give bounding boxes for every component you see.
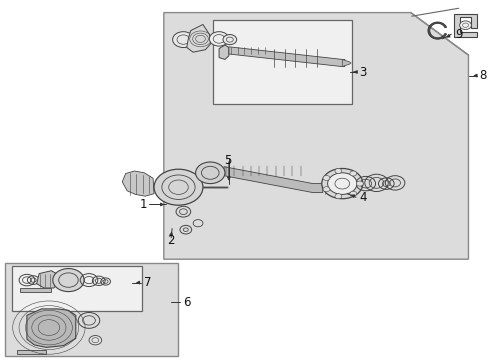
Text: 9: 9 xyxy=(454,28,461,41)
Polygon shape xyxy=(219,45,228,59)
Text: 7: 7 xyxy=(144,276,151,289)
Polygon shape xyxy=(37,271,59,288)
Bar xyxy=(5,263,178,356)
Circle shape xyxy=(334,194,341,199)
Circle shape xyxy=(459,21,470,30)
Bar xyxy=(17,350,46,354)
Circle shape xyxy=(349,171,356,176)
Circle shape xyxy=(154,169,203,205)
Text: 8: 8 xyxy=(478,69,486,82)
Circle shape xyxy=(327,173,356,194)
Text: 6: 6 xyxy=(183,296,190,309)
Polygon shape xyxy=(228,47,344,67)
Bar xyxy=(12,266,142,311)
Circle shape xyxy=(89,336,102,345)
Circle shape xyxy=(193,220,203,227)
Bar xyxy=(20,288,51,292)
Text: 2: 2 xyxy=(167,234,175,247)
Polygon shape xyxy=(427,22,446,39)
Polygon shape xyxy=(163,13,468,259)
Polygon shape xyxy=(186,24,211,52)
Circle shape xyxy=(321,168,362,199)
Circle shape xyxy=(323,175,329,180)
Circle shape xyxy=(323,187,329,192)
Circle shape xyxy=(356,181,363,186)
Circle shape xyxy=(223,35,236,45)
Text: 4: 4 xyxy=(359,191,366,204)
Text: 5: 5 xyxy=(223,154,231,167)
Circle shape xyxy=(195,162,224,184)
Polygon shape xyxy=(453,14,476,37)
Circle shape xyxy=(172,32,194,48)
Circle shape xyxy=(334,168,341,174)
Circle shape xyxy=(53,269,84,292)
Polygon shape xyxy=(342,59,350,67)
Polygon shape xyxy=(27,309,76,347)
Circle shape xyxy=(349,191,356,196)
Circle shape xyxy=(209,32,228,46)
Polygon shape xyxy=(224,167,322,193)
Bar xyxy=(212,20,351,104)
Text: 1: 1 xyxy=(139,198,146,211)
Text: 3: 3 xyxy=(359,66,366,78)
Polygon shape xyxy=(122,171,154,196)
